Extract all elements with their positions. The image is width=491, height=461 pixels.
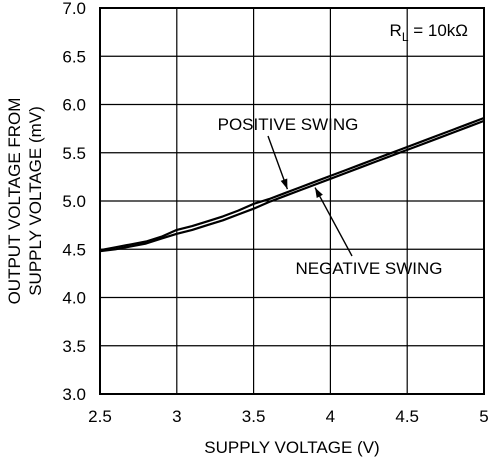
annotations: POSITIVE SWING NEGATIVE SWING — [218, 115, 443, 278]
positive-swing-arrow — [267, 135, 289, 190]
y-tick-label: 6.5 — [62, 47, 86, 66]
x-tick-label: 3 — [172, 407, 181, 426]
y-tick-label: 5.5 — [62, 144, 86, 163]
y-tick-label: 3.0 — [62, 385, 86, 404]
x-axis-title: SUPPLY VOLTAGE (V) — [204, 438, 379, 457]
y-tick-label: 7.0 — [62, 0, 86, 18]
negative-swing-label: NEGATIVE SWING — [295, 259, 442, 278]
tick-labels: 2.5 3 3.5 4 4.5 5 3.0 3.5 4.0 4.5 5.0 5.5 6.0 6.5 7.0 — [62, 0, 488, 426]
plot-frame — [99, 7, 485, 395]
y-axis-title-line-1: OUTPUT VOLTAGE FROM — [5, 98, 24, 305]
x-tick-label: 2.5 — [88, 407, 112, 426]
y-axis-title-line-2: SUPPLY VOLTAGE (mV) — [26, 106, 45, 296]
y-tick-label: 4.0 — [62, 289, 86, 308]
y-tick-label: 6.0 — [62, 96, 86, 115]
x-tick-label: 3.5 — [242, 407, 266, 426]
positive-swing-label: POSITIVE SWING — [218, 115, 359, 134]
x-tick-label: 5 — [479, 407, 488, 426]
y-tick-label: 3.5 — [62, 337, 86, 356]
series-lines — [99, 116, 485, 253]
negative-swing-arrow — [314, 187, 353, 257]
y-tick-label: 5.0 — [62, 192, 86, 211]
x-tick-label: 4 — [326, 407, 335, 426]
positive-swing-line — [99, 116, 485, 252]
x-tick-label: 4.5 — [395, 407, 419, 426]
condition-label: RL = 10kΩ — [390, 21, 468, 44]
negative-swing-line — [99, 119, 485, 253]
grid-lines — [100, 8, 484, 394]
y-tick-label: 4.5 — [62, 240, 86, 259]
